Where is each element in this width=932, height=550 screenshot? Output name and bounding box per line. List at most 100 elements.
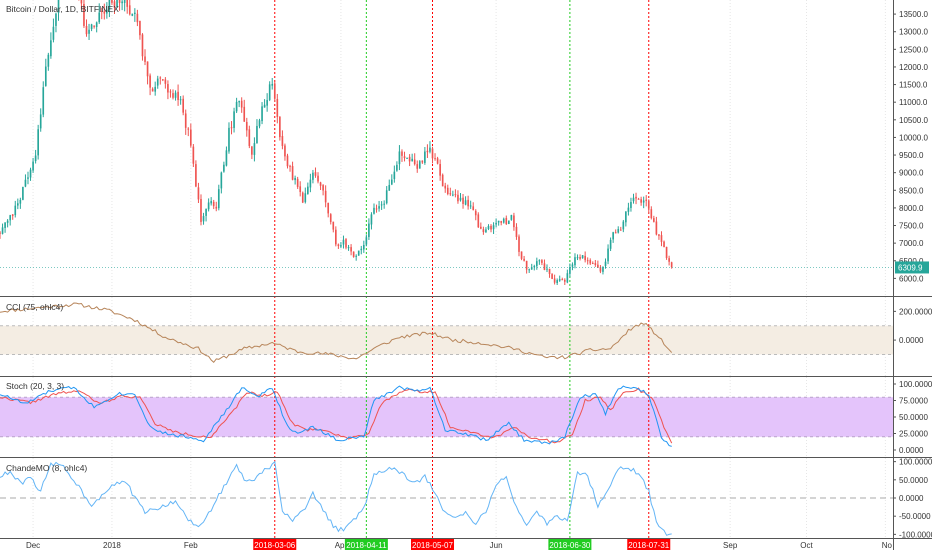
candle-down — [139, 21, 141, 35]
candle-down — [455, 194, 457, 195]
candle-up — [203, 216, 205, 221]
candle-down — [315, 172, 317, 176]
candle-down — [182, 99, 184, 113]
candle-up — [30, 170, 32, 178]
candle-up — [124, 0, 126, 3]
candle-down — [544, 263, 546, 270]
candle-down — [144, 56, 146, 61]
candle-down — [119, 0, 121, 3]
candle-up — [567, 273, 569, 282]
candle-down — [416, 164, 418, 169]
candle-up — [205, 209, 207, 216]
candle-up — [419, 161, 421, 168]
candle-up — [488, 226, 490, 229]
candle-down — [172, 93, 174, 98]
candle-up — [643, 201, 645, 203]
candle-down — [638, 199, 640, 200]
candle-down — [137, 14, 139, 22]
candle-down — [505, 218, 507, 224]
candle-down — [437, 158, 439, 163]
candle-down — [483, 229, 485, 232]
candle-down — [297, 179, 299, 187]
candle-up — [465, 200, 467, 204]
candle-down — [126, 0, 128, 7]
candle-up — [460, 198, 462, 201]
candle-down — [287, 156, 289, 167]
candle-up — [121, 2, 123, 4]
candle-up — [226, 150, 228, 165]
candle-up — [470, 205, 472, 206]
candle-down — [666, 247, 668, 258]
candle-down — [195, 164, 197, 186]
price-axis-tick-label: 7500.0 — [899, 222, 924, 231]
candle-up — [22, 187, 24, 200]
last-price-label: 6309.9 — [898, 263, 923, 272]
candle-down — [584, 256, 586, 260]
candle-down — [462, 198, 464, 204]
candle-up — [53, 27, 55, 40]
candle-up — [210, 201, 212, 203]
cmo-axis-tick-label: 100.0000 — [899, 458, 932, 467]
candle-up — [383, 204, 385, 205]
candle-down — [541, 260, 543, 263]
candle-down — [129, 5, 131, 14]
candle-up — [48, 55, 50, 67]
candle-up — [508, 221, 510, 224]
candle-down — [185, 114, 187, 128]
price-axis-tick-label: 6000.0 — [899, 274, 924, 283]
candle-down — [246, 122, 248, 130]
candle-down — [656, 222, 658, 235]
candle-up — [633, 198, 635, 201]
candle-down — [579, 257, 581, 259]
cmo-axis-tick-label: -50.0000 — [899, 512, 931, 521]
price-axis-tick-label: 9000.0 — [899, 169, 924, 178]
candle-down — [620, 230, 622, 231]
cci-axis-tick-label: 0.0000 — [899, 336, 924, 345]
candle-up — [304, 193, 306, 202]
candle-down — [302, 193, 304, 203]
candle-up — [610, 240, 612, 249]
candle-up — [269, 84, 271, 100]
candle-down — [467, 200, 469, 206]
candle-down — [376, 208, 378, 209]
candle-down — [434, 158, 436, 159]
time-axis-label: 2018 — [103, 541, 121, 550]
candle-down — [615, 232, 617, 233]
candle-down — [187, 129, 189, 130]
stoch-axis-tick-label: 0.0000 — [899, 446, 924, 455]
candle-down — [111, 0, 113, 3]
candle-down — [142, 34, 144, 56]
candle-down — [213, 202, 215, 206]
candle-up — [45, 67, 47, 86]
time-axis-label: Dec — [26, 541, 40, 550]
candle-down — [292, 166, 294, 180]
price-axis-tick-label: 12500.0 — [899, 45, 928, 54]
candle-up — [131, 14, 133, 16]
candle-down — [152, 89, 154, 92]
candle-down — [663, 242, 665, 247]
candle-down — [592, 263, 594, 264]
candle-down — [444, 186, 446, 189]
candle-up — [394, 172, 396, 179]
candle-down — [162, 79, 164, 80]
candle-down — [414, 160, 416, 165]
candle-up — [378, 206, 380, 208]
stoch-axis-tick-label: 25.0000 — [899, 430, 928, 439]
candle-up — [17, 203, 19, 205]
candle-up — [37, 129, 39, 155]
candle-down — [241, 101, 243, 108]
candle-up — [264, 105, 266, 108]
candle-down — [427, 151, 429, 152]
candle-up — [371, 214, 373, 224]
candle-up — [91, 24, 93, 29]
candle-up — [223, 165, 225, 172]
candle-up — [607, 249, 609, 262]
candle-down — [401, 151, 403, 155]
candle-up — [271, 84, 273, 86]
candle-up — [261, 106, 263, 121]
candle-down — [564, 280, 566, 282]
candle-down — [645, 200, 647, 201]
candle-down — [350, 247, 352, 251]
stoch-axis-tick-label: 75.0000 — [899, 397, 928, 406]
